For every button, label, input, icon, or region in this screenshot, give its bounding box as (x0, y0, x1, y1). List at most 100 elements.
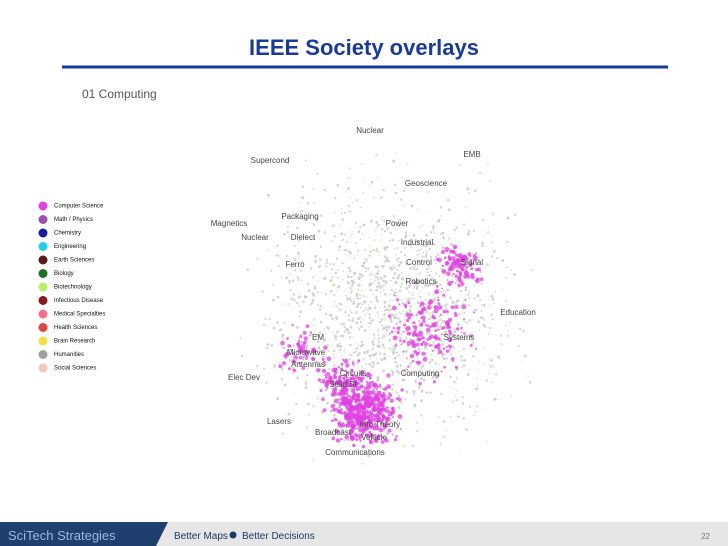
dot (426, 339, 429, 342)
dot (388, 338, 392, 342)
dot (390, 411, 392, 414)
dot (405, 390, 409, 394)
dot (317, 229, 321, 233)
dot (464, 298, 467, 301)
dot (314, 254, 317, 258)
dot (288, 281, 291, 284)
dot (339, 394, 342, 397)
dot (393, 437, 398, 442)
dot (434, 262, 437, 265)
dot (383, 398, 386, 401)
dot (288, 359, 291, 361)
dot (487, 332, 490, 335)
dot (396, 381, 398, 384)
dot (468, 297, 471, 300)
dot (437, 296, 440, 299)
dot (343, 379, 347, 383)
dot (445, 349, 450, 353)
dot (323, 188, 326, 192)
dot (412, 266, 415, 268)
dot (471, 273, 473, 276)
dot (418, 290, 421, 293)
dot (349, 236, 352, 238)
dot (454, 304, 459, 309)
dot (443, 330, 446, 334)
map-label: Broadcast (315, 428, 352, 437)
dot (413, 281, 417, 285)
dot (487, 231, 489, 234)
dot (352, 302, 356, 305)
dot (431, 315, 435, 319)
dot (463, 261, 466, 263)
dot (345, 248, 348, 252)
dot (294, 269, 297, 272)
dot (401, 271, 403, 274)
dot (329, 289, 333, 293)
dot (373, 306, 377, 310)
dot (441, 249, 446, 255)
dot (293, 354, 298, 360)
dot (348, 353, 351, 356)
dot (394, 330, 397, 333)
dot (271, 298, 275, 302)
dot (368, 362, 372, 366)
dot (334, 304, 338, 308)
dot (319, 321, 322, 324)
dot (469, 334, 473, 338)
dot (520, 359, 523, 362)
dot (323, 360, 326, 364)
dot (463, 332, 466, 335)
dot (361, 445, 366, 449)
dot (305, 357, 308, 361)
dot (379, 353, 382, 356)
dot (382, 215, 384, 218)
dot (304, 354, 307, 357)
dot (439, 318, 442, 322)
dot (435, 377, 437, 380)
dot (447, 281, 453, 286)
dot (310, 333, 313, 336)
dot (452, 334, 455, 337)
dot (333, 376, 336, 380)
dot (394, 281, 397, 284)
dot (321, 357, 325, 361)
dot (400, 198, 403, 201)
dot (365, 399, 370, 405)
dot (375, 417, 380, 422)
dot (371, 319, 374, 321)
dot (406, 368, 409, 371)
dot (476, 377, 478, 380)
dot (445, 321, 450, 327)
dot (434, 344, 438, 349)
dot (375, 298, 379, 302)
dot (371, 380, 374, 384)
dot (352, 397, 356, 400)
dot (332, 263, 335, 266)
dot (426, 305, 432, 310)
dot (348, 406, 353, 412)
dot (354, 360, 356, 363)
dot (457, 283, 460, 286)
dot (318, 258, 322, 261)
dot (336, 183, 340, 187)
dot (460, 266, 464, 271)
dot (409, 283, 412, 287)
dot (510, 269, 512, 272)
legend-swatch (38, 215, 48, 224)
dot (454, 282, 457, 284)
dot (376, 411, 380, 414)
dot (417, 319, 421, 323)
dot (317, 279, 319, 282)
dot (492, 250, 495, 253)
dot (298, 255, 300, 257)
dot (357, 359, 361, 363)
dot (345, 381, 350, 386)
dot (382, 188, 386, 192)
dot (447, 256, 452, 261)
dot (291, 324, 294, 327)
dot (272, 283, 275, 286)
dot (458, 258, 462, 262)
dot (442, 357, 446, 361)
dot (446, 288, 450, 292)
dot (369, 271, 371, 274)
